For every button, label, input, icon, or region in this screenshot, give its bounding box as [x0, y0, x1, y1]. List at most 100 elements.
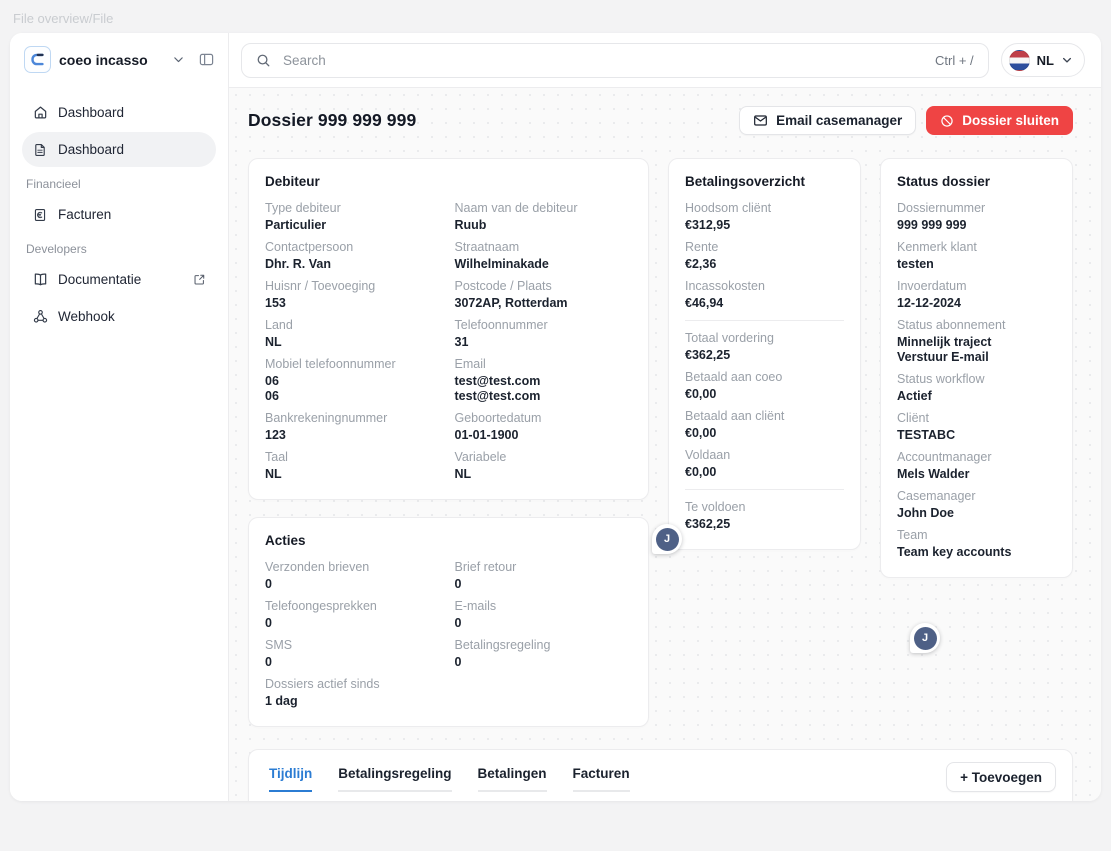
- field: Voldaan €0,00: [685, 448, 731, 479]
- field: Status workflow Actief: [897, 372, 985, 403]
- field: Contactpersoon Dhr. R. Van: [265, 240, 354, 271]
- brand-logo: [24, 46, 51, 73]
- tab-betalingsregeling[interactable]: Betalingsregeling: [338, 766, 452, 792]
- search-icon: [256, 53, 271, 68]
- field: Te voldoen €362,25: [685, 500, 746, 531]
- file-icon: [32, 143, 48, 157]
- sidebar-item-webhook[interactable]: Webhook: [22, 299, 216, 334]
- divider: [685, 320, 844, 321]
- field: Invoerdatum 12-12-2024: [897, 279, 967, 310]
- toevoegen-label: + Toevoegen: [960, 769, 1042, 785]
- sidebar-toggle-icon[interactable]: [199, 52, 214, 67]
- timeline-tabs: Tijdlijn Betalingsregeling Betalingen Fa…: [269, 766, 946, 792]
- field: Rente €2,36: [685, 240, 719, 271]
- tab-facturen[interactable]: Facturen: [572, 766, 630, 792]
- field: Team Team key accounts: [897, 528, 1012, 559]
- sidebar-section-financieel: Financieel: [26, 177, 81, 191]
- card-title: Debiteur: [265, 174, 320, 189]
- field: Mobiel telefoonnummer 06 06: [265, 357, 396, 403]
- field: Betaald aan coeo €0,00: [685, 370, 783, 401]
- sidebar-nav: Dashboard Dashboard Financieel Facturen …: [10, 85, 228, 346]
- field: Casemanager John Doe: [897, 489, 976, 520]
- page-content: Dossier 999 999 999 Email casemanager Do…: [229, 88, 1101, 801]
- os-window-label: File overview/File: [13, 11, 114, 26]
- tab-tijdlijn[interactable]: Tijdlijn: [269, 766, 313, 792]
- language-selector[interactable]: NL: [1000, 43, 1085, 77]
- sidebar-item-label: Dashboard: [58, 142, 125, 157]
- field: Verzonden brieven 0: [265, 560, 370, 591]
- workspace-switcher[interactable]: coeo incasso: [10, 33, 228, 85]
- field: Naam van de debiteur Ruub: [454, 201, 578, 232]
- email-casemanager-label: Email casemanager: [776, 113, 903, 128]
- field: Brief retour 0: [454, 560, 517, 591]
- search-shortcut-hint: Ctrl + /: [935, 52, 974, 68]
- tab-betalingen[interactable]: Betalingen: [477, 766, 547, 792]
- sidebar-item-label: Documentatie: [58, 272, 142, 287]
- block-icon: [940, 114, 954, 128]
- field: Cliënt TESTABC: [897, 411, 956, 442]
- field: Betaald aan cliënt €0,00: [685, 409, 785, 440]
- card-acties: Acties Verzonden brieven 0 Brief retour 0 …: [248, 517, 649, 727]
- field: Variabele NL: [454, 450, 507, 481]
- topbar: Ctrl + / NL: [229, 33, 1101, 88]
- webhook-icon: [32, 309, 48, 324]
- sidebar: coeo incasso Dashboard Dashboard F: [10, 33, 229, 801]
- language-code: NL: [1036, 52, 1054, 68]
- field: Status abonnement Minnelijk traject Verst…: [897, 318, 1006, 364]
- card-debiteur: Debiteur Type debiteur Particulier Naam v…: [248, 158, 649, 500]
- card-timeline: Tijdlijn Betalingsregeling Betalingen Fa…: [248, 749, 1073, 801]
- email-casemanager-button[interactable]: Email casemanager: [739, 106, 917, 135]
- netherlands-flag-icon: [1008, 49, 1030, 71]
- sidebar-item-label: Dashboard: [58, 105, 125, 120]
- user-avatar: J: [655, 527, 679, 551]
- field: Postcode / Plaats 3072AP, Rotterdam: [454, 279, 568, 310]
- sidebar-item-facturen[interactable]: Facturen: [22, 197, 216, 232]
- invoice-euro-icon: [32, 208, 48, 222]
- dossier-sluiten-button[interactable]: Dossier sluiten: [926, 106, 1073, 135]
- brand-name: coeo incasso: [59, 51, 148, 68]
- divider: [685, 489, 844, 490]
- sidebar-section-developers: Developers: [26, 242, 87, 256]
- field: Type debiteur Particulier: [265, 201, 341, 232]
- field: Geboortedatum 01-01-1900: [454, 411, 542, 442]
- field: Huisnr / Toevoeging 153: [265, 279, 376, 310]
- field: Taal NL: [265, 450, 288, 481]
- search-input[interactable]: [283, 52, 923, 68]
- sidebar-item-label: Webhook: [58, 309, 115, 324]
- user-avatar: J: [913, 626, 937, 650]
- dossier-sluiten-label: Dossier sluiten: [962, 113, 1059, 128]
- toevoegen-button[interactable]: + Toevoegen: [946, 762, 1056, 792]
- field: Incassokosten €46,94: [685, 279, 765, 310]
- field: Kenmerk klant testen: [897, 240, 977, 271]
- external-link-icon: [193, 273, 206, 286]
- main-area: Ctrl + / NL Dossier 999 999 999 E: [229, 33, 1101, 801]
- book-icon: [32, 272, 48, 287]
- field: Accountmanager Mels Walder: [897, 450, 992, 481]
- page-title: Dossier 999 999 999: [248, 110, 417, 130]
- field: Dossiernummer 999 999 999: [897, 201, 986, 232]
- sidebar-item-label: Facturen: [58, 207, 112, 222]
- card-title: Status dossier: [897, 174, 991, 189]
- app-window: coeo incasso Dashboard Dashboard F: [10, 33, 1101, 801]
- home-icon: [32, 105, 48, 120]
- search-box[interactable]: Ctrl + /: [241, 42, 989, 78]
- sidebar-item-dashboard-file[interactable]: Dashboard: [22, 132, 216, 167]
- chevron-down-icon: [1061, 54, 1073, 66]
- field: SMS 0: [265, 638, 293, 669]
- sidebar-item-documentatie[interactable]: Documentatie: [22, 262, 216, 297]
- field: E-mails 0: [454, 599, 497, 630]
- field: Telefoonnummer 31: [454, 318, 548, 349]
- presence-cursor: J: [910, 623, 940, 653]
- field: Bankrekeningnummer 123: [265, 411, 388, 442]
- chevron-down-icon: [172, 53, 185, 66]
- field: Straatnaam Wilhelminakade: [454, 240, 549, 271]
- field: Email test@test.com test@test.com: [454, 357, 541, 403]
- table-header: Logdatum Type Beschrijving Medewerker Bi…: [249, 792, 1072, 801]
- card-title: Acties: [265, 533, 306, 548]
- card-status-dossier: Status dossier Dossiernummer 999 999 999 …: [880, 158, 1073, 578]
- card-betalingsoverzicht: Betalingsoverzicht Hoodsom cliënt €312,95…: [668, 158, 861, 550]
- field: Land NL: [265, 318, 293, 349]
- sidebar-item-dashboard[interactable]: Dashboard: [22, 95, 216, 130]
- field: Hoodsom cliënt €312,95: [685, 201, 772, 232]
- card-title: Betalingsoverzicht: [685, 174, 806, 189]
